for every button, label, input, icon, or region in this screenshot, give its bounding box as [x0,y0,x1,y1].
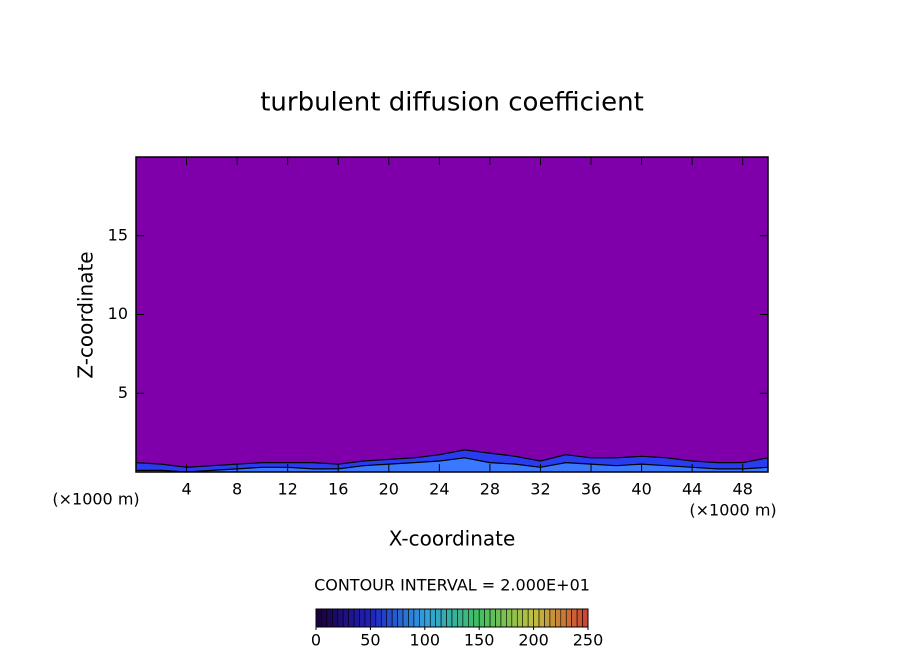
colorbar-cell [473,608,480,628]
contour-line [135,449,769,468]
colorbar-cell [511,608,518,628]
colorbar-cell [332,608,339,628]
colorbar-tick-label: 250 [573,631,604,650]
colorbar-cell [364,608,371,628]
colorbar-cell [533,608,540,628]
x-tick-label: 8 [232,480,242,499]
colorbar-cell [397,608,404,628]
colorbar-cell [522,608,529,628]
colorbar-cell [359,608,366,628]
colorbar-cell [571,608,578,628]
colorbar-cell [468,608,475,628]
colorbar-cell [506,608,513,628]
colorbar-cell [457,608,464,628]
x-tick-label: 48 [733,480,753,499]
colorbar-cell [353,608,360,628]
colorbar-cell [538,608,545,628]
colorbar-cell [370,608,377,628]
colorbar-tick-label: 100 [410,631,441,650]
colorbar-cell [495,608,502,628]
y-tick-label: 10 [108,304,128,323]
chart-title: turbulent diffusion coefficient [260,88,644,118]
x-tick-label: 12 [278,480,298,499]
x-tick-label: 28 [480,480,500,499]
x-axis-label: X-coordinate [389,527,516,551]
colorbar-cell [489,608,496,628]
colorbar-tick-label: 0 [311,631,321,650]
colorbar-cell [560,608,567,628]
colorbar-tick-label: 50 [360,631,380,650]
colorbar-cell [386,608,393,628]
x-tick-label: 20 [379,480,399,499]
colorbar-cell [576,608,583,628]
y-axis-label: Z-coordinate [74,251,98,378]
colorbar-cell [321,608,328,628]
colorbar-cell [413,608,420,628]
colorbar-cell [402,608,409,628]
contour-line [136,457,769,473]
colorbar-cell [582,608,589,628]
contour-interval: CONTOUR INTERVAL = 2.000E+01 [314,576,590,595]
colorbar-cell [391,608,398,628]
colorbar-cell [326,608,333,628]
x-tick-label: 44 [682,480,702,499]
y-unit: (×1000 m) [52,490,139,509]
colorbar-cell [315,608,322,628]
colorbar-tick-label: 200 [518,631,549,650]
colorbar-cell [446,608,453,628]
colorbar-cell [375,608,382,628]
colorbar-cell [424,608,431,628]
colorbar-cell [462,608,469,628]
x-tick-label: 36 [581,480,601,499]
x-tick-label: 32 [530,480,550,499]
x-tick-label: 24 [429,480,449,499]
colorbar-cell [555,608,562,628]
contour-fill [136,457,768,472]
colorbar-cell [516,608,524,628]
colorbar-cell [565,608,572,628]
colorbar-cell [544,608,551,628]
colorbar-cell [500,608,507,628]
plot-background [136,157,768,472]
colorbar-cell [337,608,344,628]
colorbar-cell [451,608,458,628]
colorbar-frame [315,608,589,628]
x-tick-label: 4 [181,480,191,499]
colorbar-cell [380,608,388,628]
colorbar-cell [348,608,355,628]
x-tick-label: 16 [328,480,348,499]
colorbar-cell [419,608,426,628]
colorbar-cell [435,608,442,628]
colorbar-cell [440,608,447,628]
colorbar-tick-label: 150 [464,631,495,650]
y-tick-label: 5 [118,383,128,402]
x-tick-label: 40 [631,480,651,499]
colorbar-cell [527,608,534,628]
x-unit: (×1000 m) [689,501,776,520]
y-tick-label: 15 [108,225,128,244]
colorbar-cell [549,608,556,628]
colorbar-cell [342,608,349,628]
colorbar-cell [484,608,491,628]
colorbar-cell [478,608,485,628]
colorbar-cell [408,608,415,628]
colorbar-cell [429,608,436,628]
